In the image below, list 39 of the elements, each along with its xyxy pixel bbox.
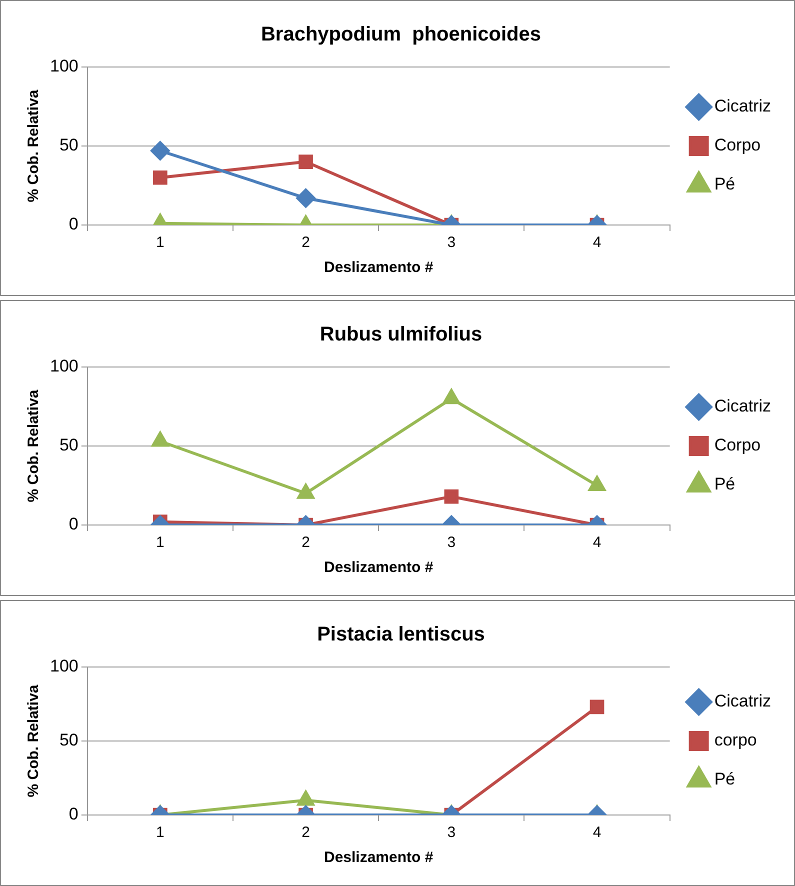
x-tick-label: 2 [302, 534, 310, 552]
y-axis-title: % Cob. Relativa [25, 389, 42, 502]
legend-label: Cicatriz [714, 96, 771, 116]
x-tick-label: 2 [302, 234, 310, 252]
y-tick-label: 50 [59, 436, 78, 455]
x-axis-title: Deslizamento # [324, 559, 434, 576]
y-tick-label: 0 [68, 514, 78, 534]
x-tick-label: 4 [592, 824, 602, 842]
chart-title: Pistacia lentiscus [317, 624, 485, 646]
x-tick-label: 2 [302, 824, 310, 842]
legend-label: Pé [714, 474, 736, 494]
y-axis-title: % Cob. Relativa [25, 684, 42, 798]
x-tick-label: 3 [447, 234, 456, 252]
x-tick-label: 1 [156, 234, 164, 252]
y-tick-label: 0 [68, 804, 78, 824]
y-axis-title: % Cob. Relativa [25, 89, 42, 202]
y-tick-label: 100 [50, 356, 78, 376]
legend-label: Cicatriz [714, 396, 771, 416]
y-tick-label: 100 [50, 56, 78, 76]
legend-label: Pé [714, 770, 736, 789]
legend-label: Corpo [714, 136, 761, 155]
chart-title: Rubus ulmifolius [320, 324, 482, 346]
legend-label: Corpo [714, 436, 761, 455]
x-tick-label: 4 [592, 234, 602, 252]
x-tick-label: 1 [156, 534, 164, 552]
legend-label: Pé [714, 174, 736, 194]
y-tick-label: 0 [68, 214, 78, 234]
x-axis-title: Deslizamento # [324, 849, 434, 866]
legend-label: corpo [714, 730, 757, 750]
y-tick-label: 50 [59, 136, 78, 155]
legend-label: Cicatriz [714, 692, 771, 711]
y-tick-label: 50 [59, 730, 78, 750]
y-tick-label: 100 [50, 656, 78, 676]
x-axis-title: Deslizamento # [324, 259, 434, 276]
x-tick-label: 4 [592, 534, 602, 552]
chart-title: Brachypodium phoenicoides [260, 24, 542, 46]
x-tick-label: 3 [447, 534, 456, 552]
x-tick-label: 1 [156, 824, 164, 842]
x-tick-label: 3 [447, 824, 456, 842]
